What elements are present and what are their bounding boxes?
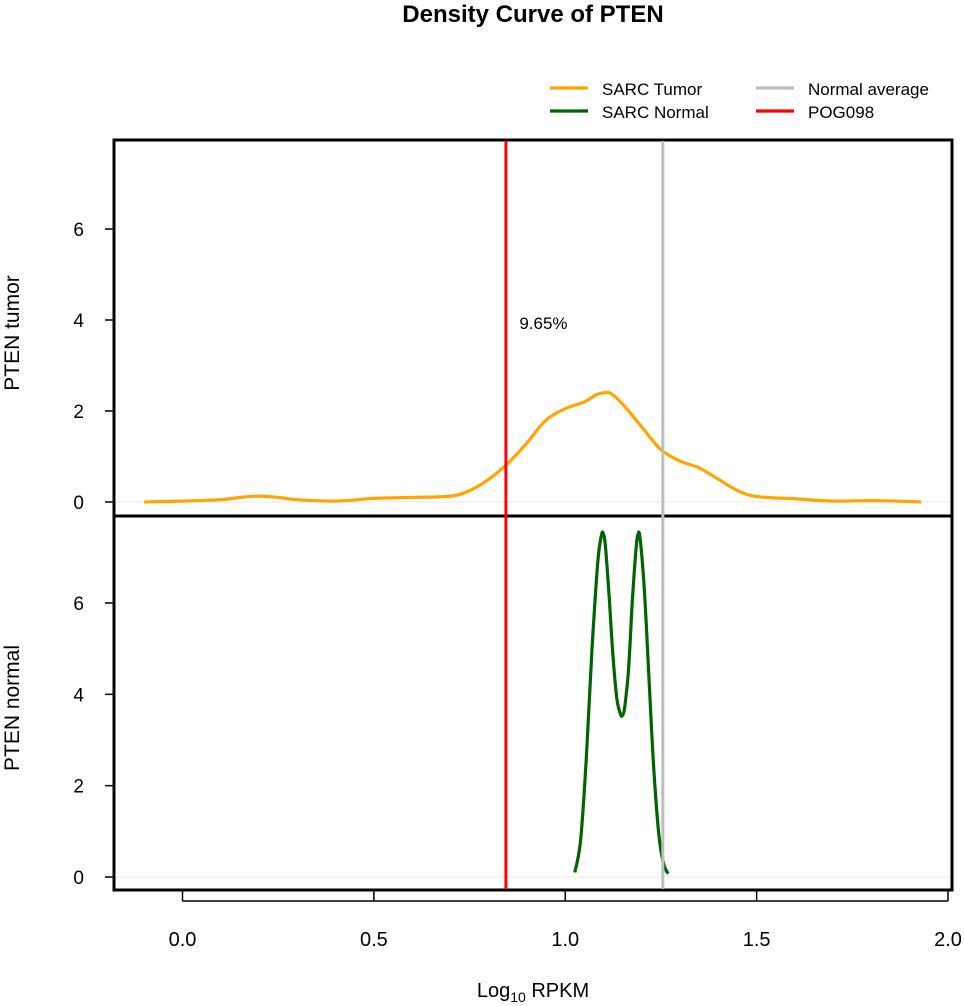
legend-label: SARC Normal [602, 103, 709, 122]
y-tick-label: 4 [73, 311, 84, 332]
chart-title: Density Curve of PTEN [402, 1, 663, 28]
reference-lines [504, 141, 665, 889]
y-axis-label-normal: PTEN normal [1, 645, 24, 771]
y-tick-label: 0 [73, 493, 84, 514]
y-tick-label: 4 [73, 685, 84, 706]
normal-density-curve [573, 530, 670, 875]
y-tick-label: 6 [73, 594, 84, 615]
x-axis-label-tail: RPKM [526, 980, 589, 1002]
x-tick-label: 1.0 [551, 929, 579, 951]
legend-label: SARC Tumor [602, 80, 702, 99]
tumor-panel: 0 2 4 6 PTEN tumor [1, 138, 954, 518]
x-tick-label: 1.5 [743, 929, 771, 951]
normal-panel: 0 2 4 6 PTEN normal [1, 514, 954, 892]
y-tick-label: 2 [73, 402, 84, 423]
x-tick-label: 0.5 [360, 929, 388, 951]
x-axis-label-main: Log [477, 980, 510, 1002]
x-tick-label: 0.0 [169, 929, 197, 951]
y-tick-label: 2 [73, 777, 84, 798]
tumor-density-curve [144, 390, 922, 504]
legend-label: Normal average [808, 80, 929, 99]
x-axis: 0.0 0.5 1.0 1.5 2.0 [169, 890, 962, 951]
normal-panel-frame [112, 514, 954, 892]
percentile-annotation: 9.65% [519, 314, 567, 333]
legend: SARC Tumor SARC Normal Normal average POG09… [550, 80, 929, 122]
x-tick-label: 2.0 [934, 929, 962, 951]
x-axis-label-subscript: 10 [510, 989, 526, 1005]
y-tick-label: 0 [73, 868, 84, 889]
legend-label: POG098 [808, 103, 874, 122]
y-tick-label: 6 [73, 220, 84, 241]
x-axis-label: Log10 RPKM [477, 980, 589, 1005]
y-axis-label-tumor: PTEN tumor [1, 275, 24, 391]
